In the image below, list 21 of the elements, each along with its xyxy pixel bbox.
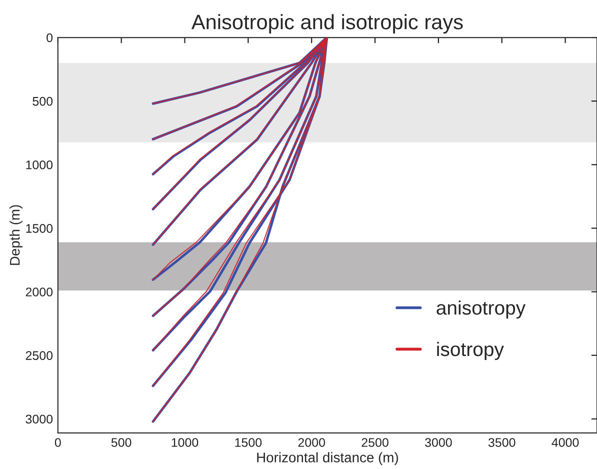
- x-tick-label: 500: [111, 438, 132, 447]
- legend-label: anisotropy: [436, 300, 526, 319]
- x-axis-title: Horizontal distance (m): [257, 452, 398, 466]
- x-tick-label: 0: [54, 438, 61, 447]
- x-tick-label: 1000: [172, 438, 198, 447]
- y-tick-label: 500: [32, 96, 53, 106]
- y-tick-label: 3000: [26, 414, 53, 424]
- x-tick-label: 1500: [235, 438, 262, 447]
- legend-label: isotropy: [437, 342, 504, 360]
- y-tick-label: 2500: [26, 351, 53, 360]
- x-tick-label: 2500: [362, 438, 388, 447]
- y-tick-label: 2000: [26, 288, 53, 296]
- y-axis-title: Depth (m): [10, 205, 22, 265]
- chart-title: Anisotropic and isotropic rays: [191, 14, 463, 34]
- x-tick-label: 3000: [425, 438, 452, 447]
- y-tick-label: 0: [46, 33, 53, 42]
- x-tick-label: 2000: [298, 438, 326, 447]
- y-tick-label: 1500: [26, 224, 53, 233]
- y-tick-label: 1000: [26, 160, 53, 170]
- x-tick-label: 3500: [488, 438, 516, 447]
- x-tick-label: 4000: [552, 438, 579, 447]
